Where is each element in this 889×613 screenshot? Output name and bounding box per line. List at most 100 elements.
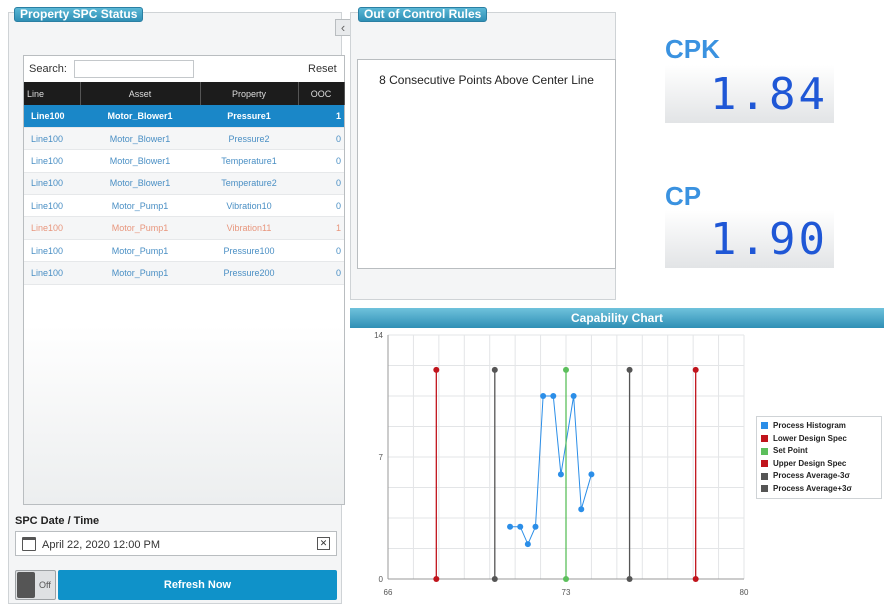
table-row[interactable]: Line100 Motor_Pump1 Pressure100 0 [24, 239, 344, 263]
column-header-line[interactable]: Line [24, 82, 81, 105]
ooc-rules-box: 8 Consecutive Points Above Center Line [357, 59, 616, 269]
cell-asset: Motor_Pump1 [80, 194, 200, 218]
legend-item[interactable]: Upper Design Spec [761, 458, 877, 471]
legend-swatch [761, 434, 768, 442]
histogram-point [570, 393, 577, 399]
legend-label: Process Histogram [773, 421, 846, 430]
legend-label: Process Average+3σ [773, 483, 852, 493]
table-row[interactable]: Line100 Motor_Blower1 Temperature1 0 [24, 149, 344, 173]
cp-display: 1.90 [665, 210, 834, 268]
legend-swatch [761, 447, 768, 455]
vline-top-point [563, 366, 569, 373]
spc-status-table: Line Asset Property OOC Line100 Motor_Blo… [24, 82, 345, 285]
cp-value: 1.90 [710, 214, 828, 265]
chart-legend: Process Histogram Lower Design Spec Set Po… [756, 416, 882, 499]
histogram-point [588, 471, 595, 478]
cell-property: Pressure100 [200, 239, 298, 263]
ooc-rule-text: 8 Consecutive Points Above Center Line [379, 73, 594, 87]
table-row[interactable]: Line100 Motor_Pump1 Vibration10 0 [24, 194, 344, 218]
reset-button[interactable]: Reset [308, 63, 337, 75]
cell-property: Temperature2 [200, 172, 298, 196]
y-tick-label: 0 [379, 575, 384, 584]
histogram-point [540, 393, 547, 399]
table-row[interactable]: Line100 Motor_Blower1 Pressure2 0 [24, 127, 344, 151]
legend-item[interactable]: Process Histogram [761, 420, 877, 433]
cell-line: Line100 [24, 127, 80, 151]
cell-ooc: 0 [298, 149, 344, 173]
cell-ooc: 1 [298, 105, 344, 128]
capability-chart-title: Capability Chart [350, 308, 884, 328]
x-tick-label: 80 [740, 588, 749, 597]
legend-label: Upper Design Spec [773, 458, 847, 468]
search-input[interactable] [74, 60, 194, 78]
auto-refresh-toggle[interactable]: Off [15, 570, 56, 600]
clear-icon[interactable]: ✕ [317, 537, 330, 550]
cell-asset: Motor_Blower1 [80, 172, 200, 196]
vline-bottom-point [491, 576, 498, 582]
column-header-asset[interactable]: Asset [80, 82, 201, 105]
cp-label: CP [665, 181, 702, 211]
legend-swatch [761, 485, 768, 493]
cell-property: Vibration11 [200, 216, 298, 240]
vline-top-point [626, 366, 633, 373]
column-header-ooc[interactable]: OOC [298, 82, 345, 105]
spc-panel-title: Property SPC Status [14, 7, 144, 22]
vline-bottom-point [563, 576, 569, 582]
cell-line: Line100 [24, 172, 80, 196]
legend-swatch [761, 460, 768, 468]
legend-item[interactable]: Process Average+3σ [761, 483, 877, 496]
y-tick-label: 7 [379, 453, 384, 462]
spc-date-field[interactable]: April 22, 2020 12:00 PM ✕ [15, 531, 337, 556]
cell-asset: Motor_Blower1 [80, 105, 200, 128]
cell-ooc: 0 [298, 194, 344, 218]
histogram-point [550, 393, 557, 399]
legend-label: Lower Design Spec [773, 433, 847, 443]
cell-asset: Motor_Pump1 [80, 261, 200, 285]
cell-ooc: 0 [298, 239, 344, 263]
legend-item[interactable]: Process Average-3σ [761, 470, 877, 483]
refresh-now-button[interactable]: Refresh Now [58, 570, 337, 600]
histogram-point [517, 523, 524, 530]
toggle-knob [17, 572, 35, 598]
table-row[interactable]: Line100 Motor_Blower1 Temperature2 0 [24, 172, 344, 196]
cpk-label: CPK [665, 34, 720, 64]
cell-line: Line100 [24, 216, 80, 240]
cell-ooc: 0 [298, 172, 344, 196]
legend-item[interactable]: Set Point [761, 445, 877, 458]
capability-chart: 0 7 14 66 73 80 [374, 331, 749, 597]
vline-bottom-point [692, 576, 699, 582]
cell-property: Vibration10 [200, 194, 298, 218]
cell-asset: Motor_Blower1 [80, 127, 200, 151]
search-row: Search: Reset [24, 56, 344, 81]
vline-bottom-point [433, 576, 440, 582]
y-tick-label: 14 [374, 331, 383, 340]
vline-top-point [692, 366, 699, 373]
chevron-left-icon: ‹ [340, 20, 346, 35]
cpk-value: 1.84 [710, 69, 828, 120]
legend-item[interactable]: Lower Design Spec [761, 433, 877, 446]
column-header-property[interactable]: Property [200, 82, 299, 105]
vline-top-point [433, 366, 440, 373]
cell-line: Line100 [24, 261, 80, 285]
histogram-line [510, 395, 592, 546]
calendar-icon[interactable] [22, 537, 36, 551]
cell-asset: Motor_Pump1 [80, 239, 200, 263]
collapse-button[interactable]: ‹ [335, 19, 351, 36]
legend-swatch [761, 472, 768, 480]
spc-date-label: SPC Date / Time [15, 515, 100, 527]
vline-bottom-point [626, 576, 633, 582]
ooc-panel-title: Out of Control Rules [358, 7, 488, 22]
cell-line: Line100 [24, 149, 80, 173]
property-spc-status-panel: ‹ Search: Reset Line Asset Property OOC … [8, 12, 351, 604]
table-row[interactable]: Line100 Motor_Blower1 Pressure1 1 [24, 105, 344, 128]
vline-top-point [491, 366, 498, 373]
toggle-label: Off [39, 580, 51, 590]
histogram-point [532, 523, 539, 530]
out-of-control-rules-panel: 8 Consecutive Points Above Center Line [350, 12, 616, 300]
spc-date-value: April 22, 2020 12:00 PM [42, 539, 161, 551]
cell-property: Pressure200 [200, 261, 298, 285]
cell-ooc: 1 [298, 216, 344, 240]
histogram-point [524, 541, 531, 548]
table-row[interactable]: Line100 Motor_Pump1 Pressure200 0 [24, 261, 344, 285]
table-row[interactable]: Line100 Motor_Pump1 Vibration11 1 [24, 216, 344, 240]
